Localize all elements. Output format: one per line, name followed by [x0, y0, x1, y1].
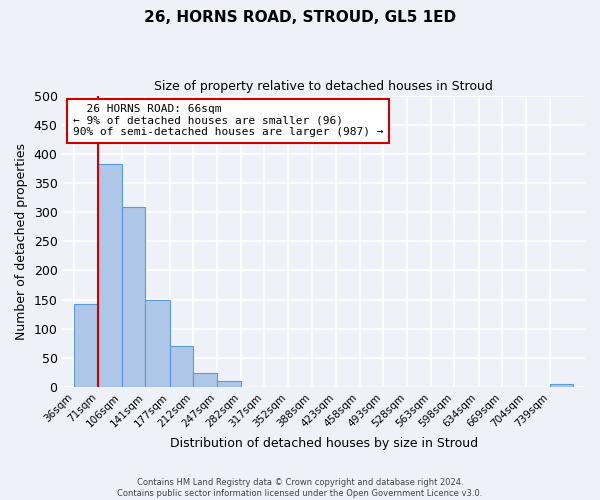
Bar: [74, 304, 98, 387]
Text: Contains HM Land Registry data © Crown copyright and database right 2024.
Contai: Contains HM Land Registry data © Crown c…: [118, 478, 482, 498]
Bar: [550, 384, 573, 387]
Bar: [122, 207, 145, 387]
Bar: [193, 373, 217, 387]
Bar: [170, 346, 193, 387]
Bar: [98, 164, 122, 387]
Y-axis label: Number of detached properties: Number of detached properties: [15, 143, 28, 340]
X-axis label: Distribution of detached houses by size in Stroud: Distribution of detached houses by size …: [170, 437, 478, 450]
Bar: [145, 300, 170, 387]
Title: Size of property relative to detached houses in Stroud: Size of property relative to detached ho…: [154, 80, 493, 93]
Text: 26, HORNS ROAD, STROUD, GL5 1ED: 26, HORNS ROAD, STROUD, GL5 1ED: [144, 10, 456, 25]
Text: 26 HORNS ROAD: 66sqm
← 9% of detached houses are smaller (96)
90% of semi-detach: 26 HORNS ROAD: 66sqm ← 9% of detached ho…: [73, 104, 383, 138]
Bar: [217, 381, 241, 387]
